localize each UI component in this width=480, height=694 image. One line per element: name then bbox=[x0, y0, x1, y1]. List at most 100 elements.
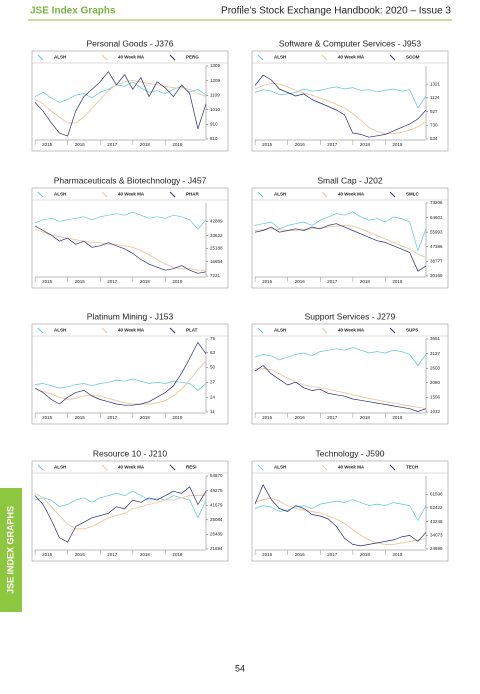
legend-swatch bbox=[389, 191, 396, 198]
charts: Personal Goods - J376 ALSH 40 Week MA PERG 1… bbox=[31, 38, 449, 562]
legend-swatch bbox=[101, 54, 108, 61]
legend-label: ALSH bbox=[54, 328, 66, 333]
legend-label: ALSH bbox=[54, 465, 66, 470]
chart: Resource 10 - J210 ALSH 40 Week MA RESI 5487… bbox=[31, 448, 229, 562]
legend-swatch bbox=[169, 54, 176, 61]
y-tick-label: 534 bbox=[430, 136, 438, 141]
legend-label: PERG bbox=[186, 55, 199, 60]
legend-swatch bbox=[389, 464, 396, 471]
chart-frame bbox=[31, 323, 229, 425]
legend-swatch bbox=[37, 54, 44, 61]
legend-label: PHAR bbox=[186, 192, 200, 197]
legend-swatch bbox=[321, 464, 328, 471]
x-tick-label: 2018 bbox=[140, 415, 151, 420]
y-tick-label: 1321 bbox=[430, 81, 441, 86]
series-line bbox=[34, 71, 207, 137]
legend-label: 40 Week MA bbox=[338, 328, 365, 333]
x-tick-label: 2016 bbox=[295, 415, 306, 420]
y-tick-label: 1124 bbox=[430, 95, 440, 100]
header-left: JSE Index Graphs bbox=[30, 6, 116, 17]
series-line bbox=[254, 497, 427, 545]
y-tick-label: 1109 bbox=[210, 92, 220, 97]
x-tick-label: 2019 bbox=[392, 415, 403, 420]
legend-swatch bbox=[257, 327, 264, 334]
x-tick-label: 2015 bbox=[42, 552, 53, 557]
x-tick-label: 2015 bbox=[42, 142, 53, 147]
chart: Technology - J590 ALSH 40 Week MA TECH 61596… bbox=[251, 448, 449, 562]
y-tick-label: 1309 bbox=[210, 63, 221, 68]
chart-title: Small Cap - J202 bbox=[317, 175, 382, 185]
legend-label: ALSH bbox=[274, 465, 286, 470]
series-line bbox=[34, 81, 207, 103]
y-tick-label: 910 bbox=[210, 122, 218, 127]
legend-label: 40 Week MA bbox=[338, 55, 365, 60]
x-tick-label: 2015 bbox=[262, 415, 273, 420]
legend-label: 40 Week MA bbox=[118, 328, 145, 333]
y-tick-label: 810 bbox=[210, 136, 218, 141]
series-line bbox=[254, 499, 427, 521]
y-tick-label: 33622 bbox=[210, 233, 223, 238]
legend-label: 40 Week MA bbox=[118, 465, 145, 470]
legend-swatch bbox=[37, 191, 44, 198]
series-line bbox=[34, 486, 207, 543]
series-line bbox=[254, 365, 427, 412]
x-tick-label: 2019 bbox=[172, 415, 183, 420]
y-tick-label: 2080 bbox=[430, 380, 441, 385]
x-tick-label: 2018 bbox=[360, 142, 371, 147]
y-tick-label: 35084 bbox=[210, 517, 223, 522]
legend-swatch bbox=[169, 191, 176, 198]
x-tick-label: 2018 bbox=[140, 279, 151, 284]
x-tick-label: 2015 bbox=[262, 552, 273, 557]
legend-swatch bbox=[37, 327, 44, 334]
x-tick-label: 2017 bbox=[327, 415, 338, 420]
y-tick-label: 2603 bbox=[430, 365, 441, 370]
series-line bbox=[34, 228, 206, 271]
y-tick-label: 7221 bbox=[210, 273, 221, 278]
x-tick-label: 2019 bbox=[172, 279, 183, 284]
chart: Personal Goods - J376 ALSH 40 Week MA PERG 1… bbox=[31, 38, 229, 152]
y-tick-label: 41679 bbox=[210, 502, 223, 507]
series-line bbox=[254, 211, 427, 252]
legend-swatch bbox=[257, 191, 264, 198]
legend-swatch bbox=[169, 327, 176, 334]
legend-swatch bbox=[321, 327, 328, 334]
x-tick-label: 2016 bbox=[295, 552, 306, 557]
legend-swatch bbox=[101, 464, 108, 471]
series-line bbox=[254, 86, 427, 109]
chart: Small Cap - J202 ALSH 40 Week MA SMLC 73206 6… bbox=[251, 175, 449, 289]
legend-label: SUPS bbox=[406, 328, 418, 333]
header-right: Profile’s Stock Exchange Handbook: 2020 … bbox=[221, 6, 451, 17]
y-tick-label: 48275 bbox=[210, 488, 223, 493]
series-line bbox=[34, 225, 207, 274]
x-tick-label: 2017 bbox=[107, 142, 118, 147]
x-tick-label: 2016 bbox=[75, 552, 86, 557]
y-tick-label: 730 bbox=[430, 123, 438, 128]
series-line bbox=[255, 367, 427, 409]
chart-title: Resource 10 - J210 bbox=[93, 448, 167, 458]
y-tick-label: 1032 bbox=[430, 409, 441, 414]
chart-frame bbox=[251, 323, 449, 425]
legend-swatch bbox=[389, 54, 396, 61]
y-tick-label: 47386 bbox=[430, 244, 443, 249]
x-tick-label: 2015 bbox=[42, 279, 53, 284]
x-tick-label: 2017 bbox=[107, 279, 118, 284]
chart-frame bbox=[251, 50, 449, 152]
y-tick-label: 52422 bbox=[430, 505, 443, 510]
x-tick-label: 2019 bbox=[172, 142, 183, 147]
y-tick-label: 24 bbox=[210, 394, 216, 399]
x-tick-label: 2018 bbox=[360, 279, 371, 284]
y-tick-label: 55993 bbox=[430, 229, 443, 234]
legend-label: ALSH bbox=[54, 192, 66, 197]
chart-title: Technology - J590 bbox=[316, 448, 385, 458]
chart-frame bbox=[251, 187, 449, 289]
x-tick-label: 2016 bbox=[75, 279, 86, 284]
x-tick-label: 2017 bbox=[327, 279, 338, 284]
chart-title: Platinum Mining - J153 bbox=[87, 311, 174, 321]
y-tick-label: 64601 bbox=[430, 215, 443, 220]
chart-frame bbox=[31, 50, 229, 152]
side-tab-label: JSE INDEX GRAPHS bbox=[5, 506, 15, 594]
legend-swatch bbox=[257, 54, 264, 61]
series-line bbox=[254, 74, 427, 138]
series-line bbox=[254, 347, 427, 366]
